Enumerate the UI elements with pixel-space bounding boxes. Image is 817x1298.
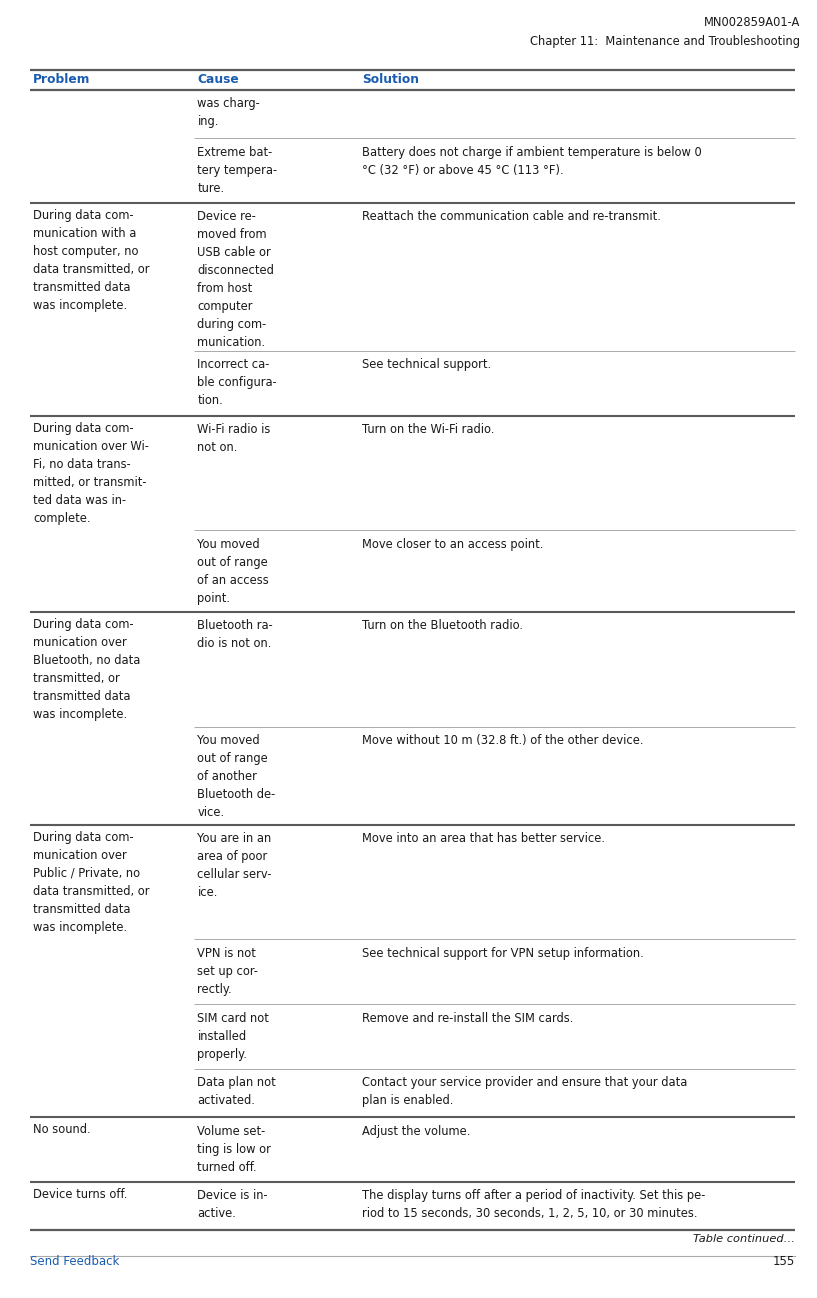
Text: 155: 155	[773, 1255, 795, 1268]
Text: Bluetooth ra-
dio is not on.: Bluetooth ra- dio is not on.	[198, 619, 273, 650]
Text: Remove and re-install the SIM cards.: Remove and re-install the SIM cards.	[362, 1011, 574, 1024]
Text: Reattach the communication cable and re-transmit.: Reattach the communication cable and re-…	[362, 210, 661, 223]
Text: VPN is not
set up cor-
rectly.: VPN is not set up cor- rectly.	[198, 946, 258, 996]
Text: Solution: Solution	[362, 73, 419, 86]
Text: See technical support for VPN setup information.: See technical support for VPN setup info…	[362, 946, 644, 959]
Text: You moved
out of range
of an access
point.: You moved out of range of an access poin…	[198, 537, 270, 605]
Text: Extreme bat-
tery tempera-
ture.: Extreme bat- tery tempera- ture.	[198, 145, 278, 195]
Text: Contact your service provider and ensure that your data
plan is enabled.: Contact your service provider and ensure…	[362, 1076, 687, 1107]
Text: Adjust the volume.: Adjust the volume.	[362, 1124, 471, 1137]
Text: The display turns off after a period of inactivity. Set this pe-
riod to 15 seco: The display turns off after a period of …	[362, 1189, 705, 1220]
Text: SIM card not
installed
properly.: SIM card not installed properly.	[198, 1011, 270, 1060]
Text: Incorrect ca-
ble configura-
tion.: Incorrect ca- ble configura- tion.	[198, 358, 277, 408]
Text: Wi-Fi radio is
not on.: Wi-Fi radio is not on.	[198, 423, 271, 454]
Text: No sound.: No sound.	[33, 1123, 91, 1136]
Text: Volume set-
ting is low or
turned off.: Volume set- ting is low or turned off.	[198, 1124, 271, 1173]
Text: Send Feedback: Send Feedback	[30, 1255, 119, 1268]
Text: Move into an area that has better service.: Move into an area that has better servic…	[362, 832, 605, 845]
Text: You are in an
area of poor
cellular serv-
ice.: You are in an area of poor cellular serv…	[198, 832, 272, 900]
Text: Device re-
moved from
USB cable or
disconnected
from host
computer
during com-
m: Device re- moved from USB cable or disco…	[198, 210, 275, 349]
Text: Problem: Problem	[33, 73, 91, 86]
Text: You moved
out of range
of another
Bluetooth de-
vice.: You moved out of range of another Blueto…	[198, 735, 275, 819]
Text: Move closer to an access point.: Move closer to an access point.	[362, 537, 543, 550]
Text: MN002859A01-A
Chapter 11:  Maintenance and Troubleshooting: MN002859A01-A Chapter 11: Maintenance an…	[530, 16, 800, 48]
Text: During data com-
munication over
Public / Private, no
data transmitted, or
trans: During data com- munication over Public …	[33, 831, 150, 933]
Text: Turn on the Wi-Fi radio.: Turn on the Wi-Fi radio.	[362, 423, 494, 436]
Text: During data com-
munication with a
host computer, no
data transmitted, or
transm: During data com- munication with a host …	[33, 209, 150, 312]
Text: During data com-
munication over
Bluetooth, no data
transmitted, or
transmitted : During data com- munication over Bluetoo…	[33, 618, 141, 720]
Text: Cause: Cause	[198, 73, 239, 86]
Text: was charg-
ing.: was charg- ing.	[198, 97, 261, 129]
Text: Device turns off.: Device turns off.	[33, 1188, 127, 1201]
Text: Table continued…: Table continued…	[693, 1234, 795, 1243]
Text: Data plan not
activated.: Data plan not activated.	[198, 1076, 276, 1107]
Text: Move without 10 m (32.8 ft.) of the other device.: Move without 10 m (32.8 ft.) of the othe…	[362, 735, 644, 748]
Text: Turn on the Bluetooth radio.: Turn on the Bluetooth radio.	[362, 619, 523, 632]
Text: Device is in-
active.: Device is in- active.	[198, 1189, 268, 1220]
Text: See technical support.: See technical support.	[362, 358, 491, 371]
Text: During data com-
munication over Wi-
Fi, no data trans-
mitted, or transmit-
ted: During data com- munication over Wi- Fi,…	[33, 422, 149, 524]
Text: Battery does not charge if ambient temperature is below 0
°C (32 °F) or above 45: Battery does not charge if ambient tempe…	[362, 145, 702, 177]
